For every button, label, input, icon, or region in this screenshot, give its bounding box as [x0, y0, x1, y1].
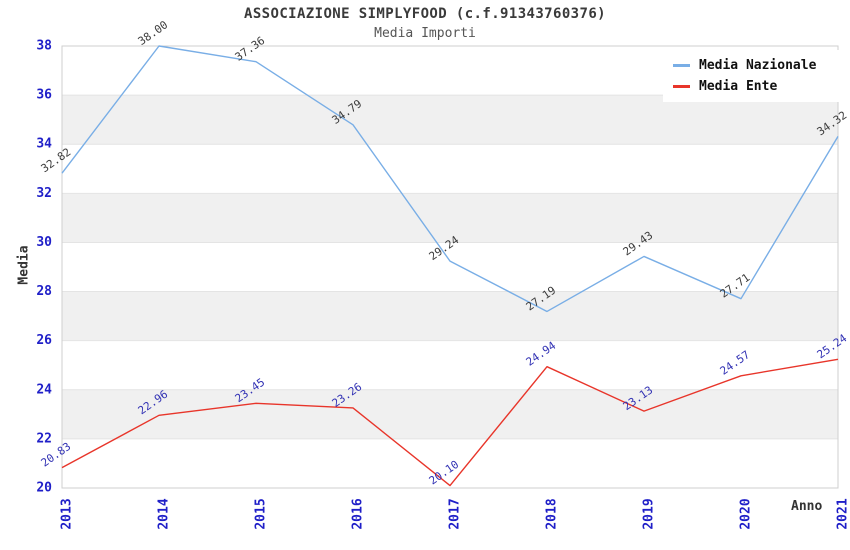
y-tick-label: 28: [36, 284, 52, 299]
legend: Media Nazionale Media Ente: [663, 50, 845, 102]
grid-band: [62, 193, 838, 243]
y-tick-label: 24: [36, 382, 52, 397]
x-axis-title: Anno: [791, 499, 823, 514]
legend-line-swatch-red: [673, 85, 690, 88]
y-tick-label: 20: [36, 481, 52, 496]
y-tick-label: 34: [36, 137, 52, 152]
grid-band: [62, 95, 838, 145]
y-tick-label: 22: [36, 431, 52, 446]
y-tick-label: 38: [36, 39, 52, 54]
plot-border: [61, 45, 839, 489]
legend-label: Media Nazionale: [699, 58, 817, 73]
x-tick-label: 2015: [254, 498, 269, 529]
series-line-media-ente: [61, 358, 839, 487]
grid-band: [62, 389, 838, 439]
point-label: 24.57: [718, 348, 753, 378]
x-tick-label: 2016: [351, 498, 366, 529]
point-label: 20.10: [427, 458, 462, 488]
y-tick-label: 26: [36, 333, 52, 348]
x-tick-label: 2021: [836, 498, 850, 529]
legend-item-media-ente: Media Ente: [673, 79, 845, 94]
y-tick-label: 36: [36, 88, 52, 103]
grid-band: [62, 291, 838, 341]
y-tick-label: 32: [36, 186, 52, 201]
point-label: 38.00: [136, 18, 171, 48]
point-label: 37.36: [233, 34, 268, 64]
y-axis-title: Media: [16, 245, 32, 285]
x-tick-label: 2019: [642, 498, 657, 529]
x-tick-label: 2017: [448, 498, 463, 529]
series-line-media-nazionale: [61, 45, 839, 313]
legend-line-swatch-blue: [673, 64, 690, 67]
x-tick-label: 2020: [739, 498, 754, 529]
x-tick-label: 2018: [545, 498, 560, 529]
legend-item-media-nazionale: Media Nazionale: [673, 58, 845, 73]
x-tick-label: 2013: [60, 498, 75, 529]
chart-title: ASSOCIAZIONE SIMPLYFOOD (c.f.91343760376…: [244, 6, 606, 22]
legend-label: Media Ente: [699, 79, 778, 94]
y-tick-label: 30: [36, 235, 52, 250]
chart-subtitle: Media Importi: [374, 26, 476, 41]
point-label: 24.94: [524, 339, 559, 369]
x-tick-label: 2014: [157, 498, 172, 529]
